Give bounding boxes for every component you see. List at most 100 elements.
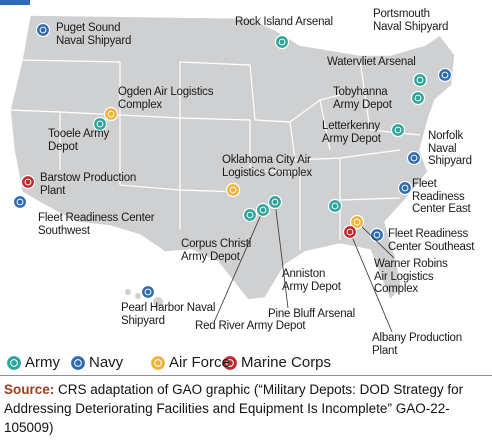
marker-symbol <box>414 94 422 102</box>
site-label: Tooele Army Depot <box>48 128 110 153</box>
leader-line <box>214 209 264 321</box>
tab <box>0 0 30 5</box>
marker-symbol <box>144 288 152 296</box>
site-marker <box>327 198 343 214</box>
marker-symbol <box>39 26 47 34</box>
marker <box>412 72 428 88</box>
marker <box>140 284 156 300</box>
site-marker <box>267 194 283 210</box>
marker-symbol <box>346 228 354 236</box>
site-label: Corpus Christi Army Depot <box>181 238 252 263</box>
marker <box>327 198 343 214</box>
site-label: Pearl Harbor Naval Shipyard <box>121 302 216 327</box>
marker <box>397 180 413 196</box>
site-marker <box>35 22 51 38</box>
marker <box>369 227 385 243</box>
marker-symbol <box>353 218 361 226</box>
marker <box>221 354 239 372</box>
marker-symbol <box>271 198 279 206</box>
marker <box>255 202 271 218</box>
map <box>0 0 492 376</box>
marker <box>12 194 28 210</box>
site-label: Fleet Readiness Center Southwest <box>38 212 155 237</box>
marker <box>103 106 119 122</box>
marker-symbol <box>154 359 162 367</box>
marker-symbol <box>394 126 402 134</box>
marker-symbol <box>246 211 254 219</box>
marker <box>5 354 23 372</box>
marker-symbol <box>74 359 82 367</box>
site-marker <box>103 106 119 122</box>
marker-symbol <box>24 178 32 186</box>
site-marker <box>369 227 385 243</box>
marker <box>267 194 283 210</box>
marker <box>410 90 426 106</box>
site-label: Oklahoma City Air Logistics Complex <box>222 154 312 179</box>
marker-symbol <box>259 206 267 214</box>
site-marker <box>140 284 156 300</box>
site-marker <box>274 34 290 50</box>
marker-symbol <box>226 359 234 367</box>
source-label: Source: <box>4 382 55 397</box>
marker <box>406 150 422 166</box>
marker <box>35 22 51 38</box>
legend-label: Navy <box>89 354 124 371</box>
marker-symbol <box>441 71 449 79</box>
site-marker <box>437 67 453 83</box>
site-label: Ogden Air Logistics Complex <box>118 86 214 111</box>
marker-symbol <box>96 120 104 128</box>
leader-line <box>349 231 393 333</box>
site-marker <box>12 194 28 210</box>
marker-symbol <box>229 186 237 194</box>
marker <box>342 224 358 240</box>
site-marker <box>349 214 365 230</box>
marker-symbol <box>10 359 18 367</box>
hawaii <box>125 289 163 307</box>
site-label: Warner Robins Air Logistics Complex <box>374 258 448 295</box>
marker <box>274 34 290 50</box>
marker-symbol <box>107 110 115 118</box>
source-text: CRS adaptation of GAO graphic (“Military… <box>4 382 464 435</box>
marker-symbol <box>410 154 418 162</box>
site-marker <box>342 224 358 240</box>
site-label: Fleet Readiness Center Southeast <box>388 228 475 253</box>
site-marker <box>92 116 108 132</box>
leader-line <box>356 221 395 259</box>
site-marker <box>406 150 422 166</box>
marker <box>225 182 241 198</box>
site-label: Norfolk Naval Shipyard <box>428 130 472 167</box>
marker <box>390 122 406 138</box>
marker-symbol <box>16 198 24 206</box>
site-marker <box>20 174 36 190</box>
legend-label: Army <box>25 354 60 371</box>
site-label: Fleet Readiness Center East <box>412 178 471 215</box>
site-label: Anniston Army Depot <box>282 268 341 293</box>
site-marker <box>225 182 241 198</box>
state-lines <box>9 59 421 250</box>
site-label: Watervliet Arsenal <box>327 56 416 68</box>
site-marker <box>390 122 406 138</box>
marker <box>349 214 365 230</box>
legend-label: Air Force <box>169 354 230 371</box>
marker <box>437 67 453 83</box>
marker-symbol <box>278 38 286 46</box>
site-marker <box>397 180 413 196</box>
site-label: Barstow Production Plant <box>40 172 137 197</box>
marker <box>92 116 108 132</box>
marker <box>149 354 167 372</box>
site-label: Puget Sound Naval Shipyard <box>56 22 132 47</box>
site-label: Albany Production Plant <box>372 332 462 357</box>
marker <box>69 354 87 372</box>
site-label: Portsmouth Naval Shipyard <box>373 8 449 33</box>
source: Source: CRS adaptation of GAO graphic (“… <box>4 380 488 437</box>
marker-symbol <box>416 76 424 84</box>
marker-symbol <box>401 184 409 192</box>
marker-symbol <box>373 231 381 239</box>
marker <box>20 174 36 190</box>
legend-label: Marine Corps <box>241 354 332 371</box>
site-label: Red River Army Depot <box>195 320 306 332</box>
site-marker <box>255 202 271 218</box>
site-label: Letterkenny Army Depot <box>322 120 381 145</box>
marker <box>242 207 258 223</box>
